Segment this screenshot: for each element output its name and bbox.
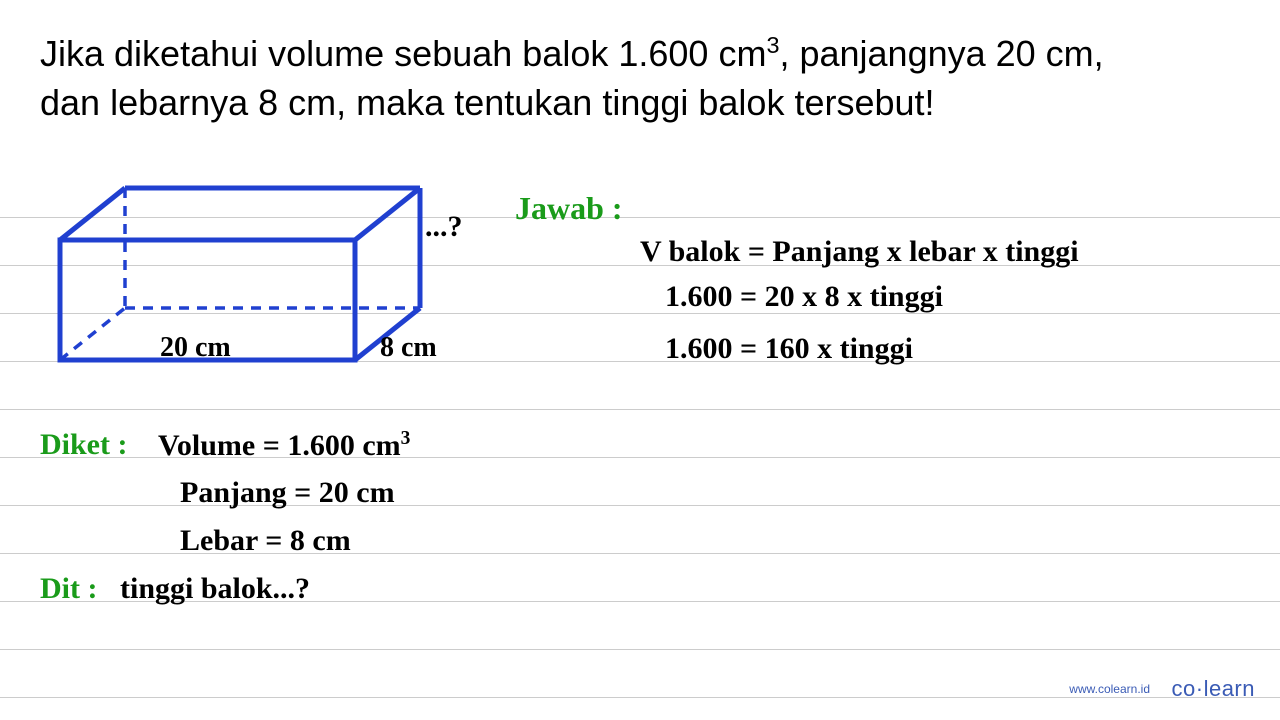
cuboid-width-label: 8 cm [380,332,437,364]
cuboid-diagram [50,180,430,370]
given-volume: Volume = 1.600 cm3 [158,428,410,463]
dit-label: Dit : [40,572,97,606]
formula-line-1: V balok = Panjang x lebar x tinggi [640,235,1079,269]
given-panjang: Panjang = 20 cm [180,476,395,510]
cuboid-length-label: 20 cm [160,332,231,364]
cuboid-height-unknown-label: ...? [425,210,463,244]
given-lebar: Lebar = 8 cm [180,524,351,558]
formula-line-3: 1.600 = 160 x tinggi [665,332,913,366]
brand-logo: co·learn [1172,676,1255,702]
formula-line-2: 1.600 = 20 x 8 x tinggi [665,280,943,314]
dit-text: tinggi balok...? [120,572,310,606]
brand-url: www.colearn.id [1069,682,1150,696]
question-text: Jika diketahui volume sebuah balok 1.600… [40,30,1240,127]
answer-header: Jawab : [515,190,623,227]
diket-label: Diket : [40,428,127,462]
